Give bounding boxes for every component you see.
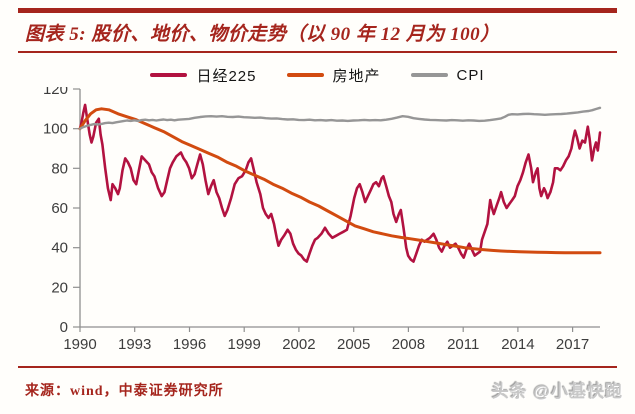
legend-label-real-estate: 房地产 <box>332 67 381 85</box>
real-estate-line-swatch <box>286 73 324 77</box>
x-tick-label: 2008 <box>392 336 425 353</box>
cpi-line-swatch <box>410 73 448 77</box>
nikkei225-line-swatch <box>150 73 188 77</box>
x-tick-label: 1990 <box>63 336 96 353</box>
x-tick-label: 2005 <box>337 336 370 353</box>
x-tick-label: 2002 <box>282 336 315 353</box>
x-tick-label: 2014 <box>501 336 534 353</box>
x-tick-label: 1999 <box>228 336 261 353</box>
legend-item-nikkei225: 日经225 <box>150 65 256 86</box>
chart-legend: 日经225 房地产 CPI <box>0 65 635 85</box>
footer-rule <box>18 366 617 368</box>
x-tick-label: 2017 <box>556 336 589 353</box>
legend-item-cpi: CPI <box>410 66 485 84</box>
chart-title: 图表 5: 股价、地价、物价走势（以 90 年 12 月为 100） <box>25 24 500 45</box>
legend-label-nikkei225: 日经225 <box>196 67 257 85</box>
price-index-line-chart: 0 20 40 60 80 100 120 1990 1993 1996 1999 2002 2005 2… <box>43 87 602 353</box>
legend-item-real-estate: 房地产 <box>286 65 381 86</box>
watermark: 头条 @小基快跑 <box>491 382 623 401</box>
x-tick-label: 1993 <box>118 336 151 353</box>
y-tick-label: 0 <box>60 319 68 336</box>
legend-label-cpi: CPI <box>456 66 485 84</box>
x-tick-label: 2011 <box>447 336 479 353</box>
title-rule-top <box>18 8 617 13</box>
cpi-line <box>78 106 602 130</box>
title-rule-bottom <box>18 51 617 53</box>
y-tick-label: 100 <box>43 121 68 138</box>
y-tick-label: 80 <box>51 160 68 177</box>
nikkei225-line <box>78 103 602 263</box>
x-tick-label: 1996 <box>173 336 206 353</box>
real-estate-line <box>78 107 602 255</box>
source-note: 来源：wind，中泰证券研究所 <box>25 383 224 399</box>
footer: 来源：wind，中泰证券研究所 头条 @小基快跑 <box>25 377 623 402</box>
y-tick-label: 20 <box>51 279 68 296</box>
y-tick-label: 40 <box>51 240 68 257</box>
y-tick-label: 120 <box>43 87 68 98</box>
y-tick-label: 60 <box>51 200 68 217</box>
